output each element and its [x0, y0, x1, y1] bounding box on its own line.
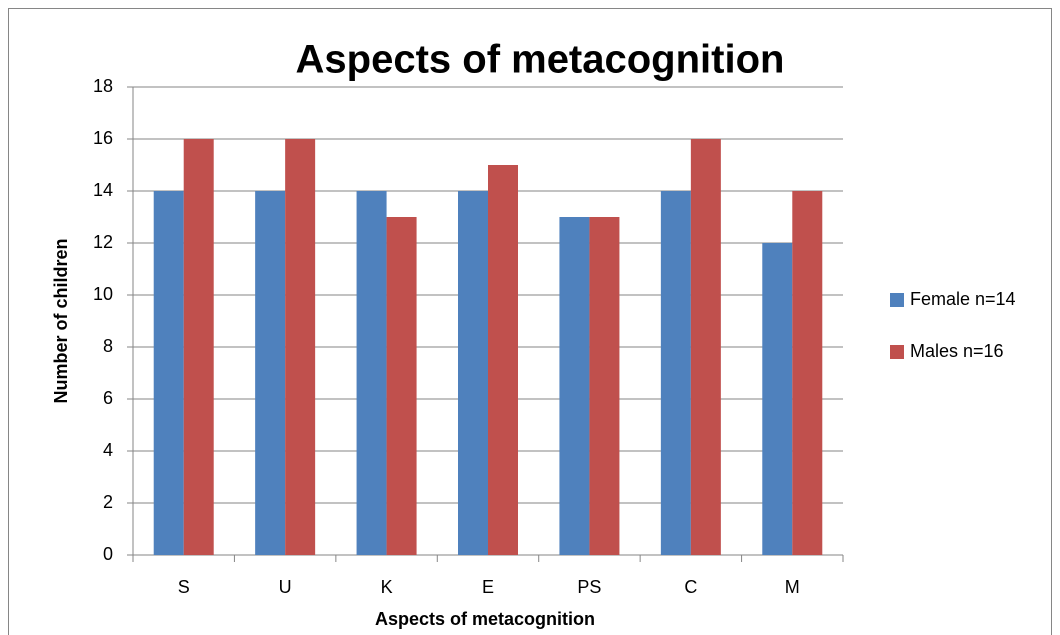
y-tick-label: 8 — [103, 336, 113, 356]
legend-swatch — [890, 293, 904, 307]
bar — [356, 191, 387, 555]
bar — [589, 217, 620, 555]
bar — [559, 217, 590, 555]
x-tick-label: S — [178, 577, 190, 597]
legend-label: Males n=16 — [910, 341, 1004, 361]
bar — [458, 191, 488, 555]
bar — [285, 139, 316, 555]
legend-label: Female n=14 — [910, 289, 1016, 309]
legend-swatch — [890, 345, 904, 359]
y-tick-label: 2 — [103, 492, 113, 512]
bar — [690, 139, 721, 555]
x-tick-label: M — [785, 577, 800, 597]
x-tick-label: PS — [577, 577, 601, 597]
y-axis-label: Number of children — [51, 238, 71, 403]
x-axis-label: Aspects of metacognition — [375, 609, 595, 629]
y-tick-label: 16 — [93, 128, 113, 148]
bar — [386, 217, 417, 555]
chart-title: Aspects of metacognition — [296, 38, 785, 82]
y-tick-label: 6 — [103, 388, 113, 408]
y-tick-label: 18 — [93, 76, 113, 96]
y-tick-label: 14 — [93, 180, 113, 200]
x-tick-label: E — [482, 577, 494, 597]
bar — [183, 139, 214, 555]
y-tick-label: 10 — [93, 284, 113, 304]
bar — [153, 191, 184, 555]
bar — [255, 191, 286, 555]
bar — [488, 165, 518, 555]
bar — [762, 243, 793, 555]
bar — [660, 191, 691, 555]
x-tick-label: K — [381, 577, 393, 597]
x-tick-label: C — [684, 577, 697, 597]
y-tick-label: 4 — [103, 440, 113, 460]
y-tick-label: 12 — [93, 232, 113, 252]
y-tick-label: 0 — [103, 544, 113, 564]
x-tick-label: U — [279, 577, 292, 597]
bar — [792, 191, 823, 555]
